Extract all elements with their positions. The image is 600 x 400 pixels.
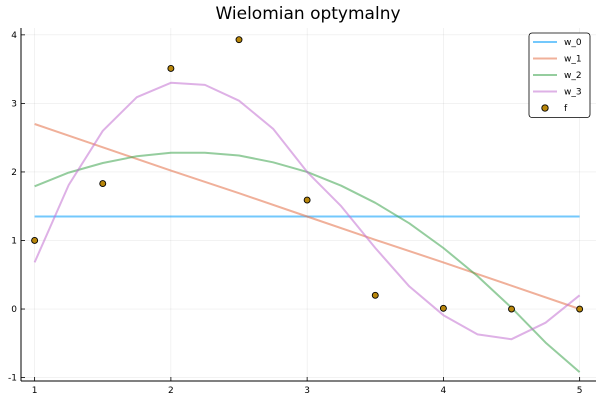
x-tick-label-1: 2 <box>168 386 174 396</box>
data-point-f-8 <box>576 305 584 313</box>
y-tick-label-4: 3 <box>11 99 17 109</box>
data-point-f-2 <box>167 64 175 72</box>
y-tick-label-0: -1 <box>8 374 17 384</box>
series-line-w_1 <box>34 123 580 310</box>
data-point-f-4 <box>303 196 311 204</box>
legend-label-f: f <box>564 104 568 114</box>
legend-label-w_3: w_3 <box>564 88 582 98</box>
x-tick-label-0: 1 <box>32 386 38 396</box>
series <box>31 36 584 373</box>
y-tick-label-3: 2 <box>11 168 17 178</box>
data-point-f-0 <box>31 237 39 244</box>
chart-title: Wielomian optymalny <box>215 4 400 24</box>
legend-box <box>528 32 591 118</box>
y-tick-label-1: 0 <box>11 305 17 315</box>
x-tick-label-2: 3 <box>304 386 310 396</box>
legend-label-w_0: w_0 <box>564 38 582 48</box>
data-point-f-6 <box>439 304 447 312</box>
data-point-f-1 <box>99 180 107 188</box>
y-tick-label-5: 4 <box>11 31 17 41</box>
grid <box>21 28 596 381</box>
tick-labels: 1 2 3 4 5 -1 0 1 2 3 4 <box>8 31 583 396</box>
series-line-w_3 <box>33 81 581 341</box>
y-tick-label-2: 1 <box>11 236 17 246</box>
x-tick-label-4: 5 <box>577 386 583 396</box>
data-point-f-3 <box>235 36 243 44</box>
x-tick-label-3: 4 <box>441 386 447 396</box>
legend-label-w_1: w_1 <box>564 55 582 65</box>
axes <box>20 28 596 382</box>
legend-swatch-f <box>541 104 549 112</box>
data-point-f-5 <box>371 291 379 299</box>
data-point-f-7 <box>508 305 515 313</box>
legend-label-w_2: w_2 <box>564 71 582 81</box>
legend: w_0 w_1 w_2 w_3f <box>528 32 591 118</box>
